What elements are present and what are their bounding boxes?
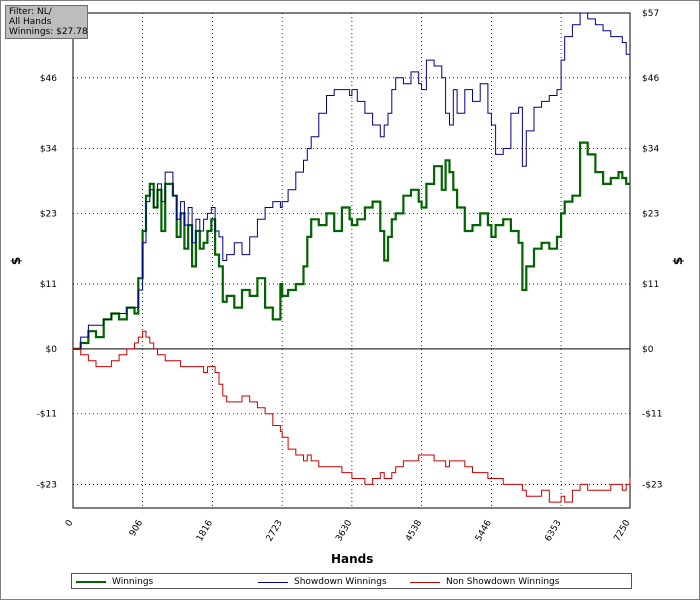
y-tick-label-left: $23 (40, 209, 57, 219)
plot-border (72, 12, 631, 509)
legend-swatch-winnings (76, 581, 106, 583)
y-tick-label-right: $34 (642, 145, 659, 155)
x-tick-label: 4538 (404, 518, 424, 543)
y-axis-title-left: $ (9, 256, 24, 266)
y-tick-label-right: $23 (642, 209, 659, 219)
filter-line: Filter: NL/ (9, 7, 52, 17)
legend-label-showdown: Showdown Winnings (294, 577, 387, 587)
x-tick-label: 5446 (474, 518, 494, 543)
y-tick-label-right: $57 (642, 9, 659, 19)
x-tick-label: 7250 (612, 518, 632, 543)
filter-hands-line: All Hands (9, 17, 52, 27)
x-tick-label: 3630 (334, 518, 354, 543)
grid-layer (72, 12, 631, 508)
x-tick-label: 906 (128, 518, 145, 538)
filter-info-box: Filter: NL/ All Hands Winnings: $27.78 (5, 5, 88, 39)
y-tick-label-left: -$23 (37, 480, 57, 490)
y-tick-label-left: $0 (46, 345, 58, 355)
y-tick-label-right: -$23 (642, 480, 662, 490)
x-tick-label: 0 (64, 518, 76, 528)
legend-item-non-showdown: Non Showdown Winnings (410, 576, 559, 588)
y-tick-label-left: $34 (40, 145, 57, 155)
x-tick-label: 2723 (265, 519, 285, 544)
legend-item-showdown: Showdown Winnings (258, 576, 387, 588)
series-line-non-showdown (73, 330, 631, 503)
legend-swatch-showdown (258, 581, 288, 583)
legend-item-winnings: Winnings (76, 576, 153, 588)
y-tick-label-right: -$11 (642, 410, 662, 420)
y-tick-label-left: -$11 (37, 410, 57, 420)
x-tick-label: 1816 (195, 518, 215, 543)
filter-winnings-line: Winnings: $27.78 (9, 27, 88, 37)
legend-swatch-non-showdown (410, 581, 440, 583)
series-line-showdown (73, 12, 631, 350)
series-layer (73, 12, 631, 503)
y-tick-label-right: $46 (642, 74, 659, 84)
legend: Winnings Showdown Winnings Non Showdown … (71, 573, 632, 589)
legend-label-winnings: Winnings (112, 577, 154, 587)
y-tick-label-left: $11 (40, 280, 57, 290)
y-axis-title-right: $ (671, 256, 686, 266)
x-axis-title: Hands (331, 552, 374, 566)
legend-label-non-showdown: Non Showdown Winnings (446, 577, 560, 587)
y-tick-label-left: $46 (40, 74, 57, 84)
x-tick-label: 6353 (544, 519, 564, 544)
y-tick-label-right: $11 (642, 280, 659, 290)
y-tick-label-right: $0 (642, 345, 654, 355)
